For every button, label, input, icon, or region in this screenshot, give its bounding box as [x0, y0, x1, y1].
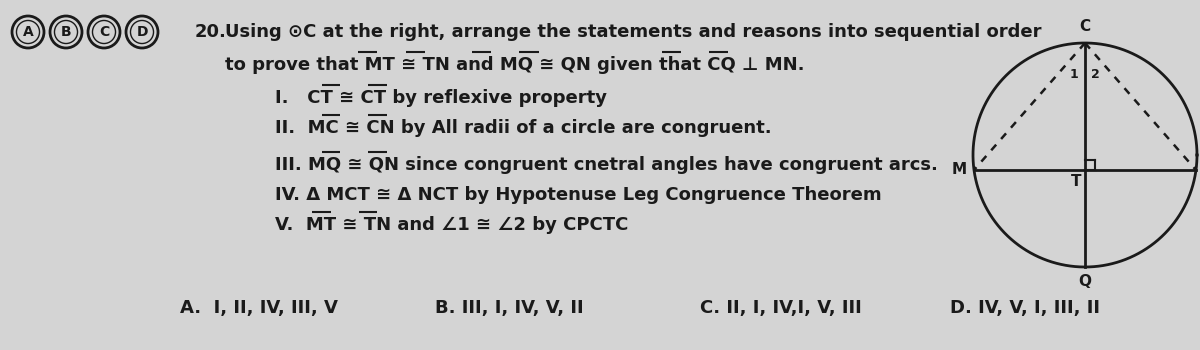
- Text: B. III, I, IV, V, II: B. III, I, IV, V, II: [434, 299, 583, 317]
- Text: D: D: [137, 25, 148, 39]
- Text: D. IV, V, I, III, II: D. IV, V, I, III, II: [950, 299, 1100, 317]
- Text: C: C: [98, 25, 109, 39]
- Text: A.  I, II, IV, III, V: A. I, II, IV, III, V: [180, 299, 338, 317]
- Text: V.  MT ≅ TN and ∠1 ≅ ∠2 by CPCTC: V. MT ≅ TN and ∠1 ≅ ∠2 by CPCTC: [275, 216, 629, 234]
- Text: 2: 2: [1091, 69, 1099, 82]
- Text: to prove that MT ≅ TN and MQ ≅ QN given that CQ ⊥ MN.: to prove that MT ≅ TN and MQ ≅ QN given …: [226, 56, 804, 74]
- Text: 20.: 20.: [194, 23, 227, 41]
- Text: T: T: [1070, 175, 1081, 189]
- Text: Using ⊙C at the right, arrange the statements and reasons into sequential order: Using ⊙C at the right, arrange the state…: [226, 23, 1042, 41]
- Text: I.   CT ≅ CT by reflexive property: I. CT ≅ CT by reflexive property: [275, 89, 607, 107]
- Text: B: B: [61, 25, 71, 39]
- Text: III. MQ ≅ QN since congruent cnetral angles have congruent arcs.: III. MQ ≅ QN since congruent cnetral ang…: [275, 156, 938, 174]
- Text: C. II, I, IV,I, V, III: C. II, I, IV,I, V, III: [700, 299, 862, 317]
- Text: II.  MC ≅ CN by All radii of a circle are congruent.: II. MC ≅ CN by All radii of a circle are…: [275, 119, 772, 137]
- Text: IV. Δ MCT ≅ Δ NCT by Hypotenuse Leg Congruence Theorem: IV. Δ MCT ≅ Δ NCT by Hypotenuse Leg Cong…: [275, 186, 882, 204]
- Text: 1: 1: [1069, 69, 1078, 82]
- Text: M: M: [952, 162, 967, 177]
- Text: A: A: [23, 25, 34, 39]
- Text: Q: Q: [1079, 274, 1092, 289]
- Text: C: C: [1080, 19, 1091, 34]
